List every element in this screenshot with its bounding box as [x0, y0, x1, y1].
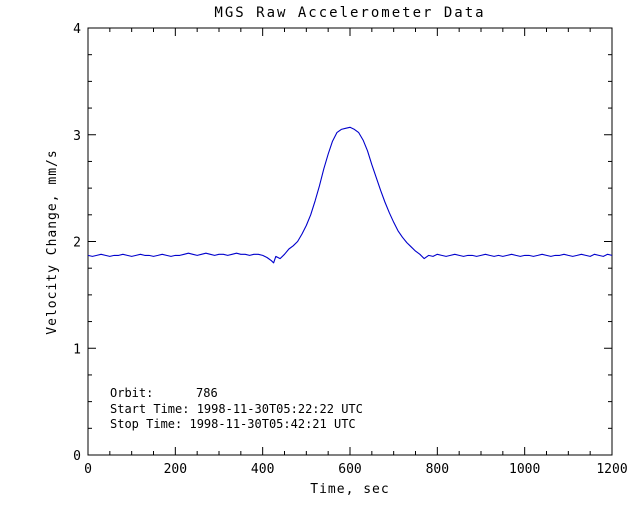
plot-border [87, 27, 613, 456]
y-tick-label: 2 [73, 236, 81, 251]
x-tick-label: 800 [426, 462, 449, 477]
x-tick-label: 600 [338, 462, 361, 477]
orbit-label: Orbit: [110, 386, 153, 400]
data-line [87, 126, 613, 264]
y-axis-label: Velocity Change, mm/s [45, 149, 60, 334]
x-tick-label: 1000 [509, 462, 540, 477]
y-tick-label: 4 [73, 22, 81, 37]
orbit-value: 786 [196, 386, 218, 400]
axis-ticks: 0 200 400 600 800 1000 1200 0 1 2 3 4 [73, 22, 627, 477]
y-tick-label: 0 [73, 449, 81, 464]
y-tick-label: 3 [73, 129, 81, 144]
stop-time-text: Stop Time: 1998-11-30T05:42:21 UTC [110, 417, 356, 431]
x-tick-label: 0 [84, 462, 92, 477]
x-axis-label: Time, sec [310, 482, 389, 497]
chart-title: MGS Raw Accelerometer Data [214, 5, 485, 21]
y-tick-label: 1 [73, 342, 81, 357]
x-tick-label: 1200 [596, 462, 627, 477]
x-tick-label: 200 [164, 462, 187, 477]
x-tick-label: 400 [251, 462, 274, 477]
start-time-text: Start Time: 1998-11-30T05:22:22 UTC [110, 402, 363, 416]
